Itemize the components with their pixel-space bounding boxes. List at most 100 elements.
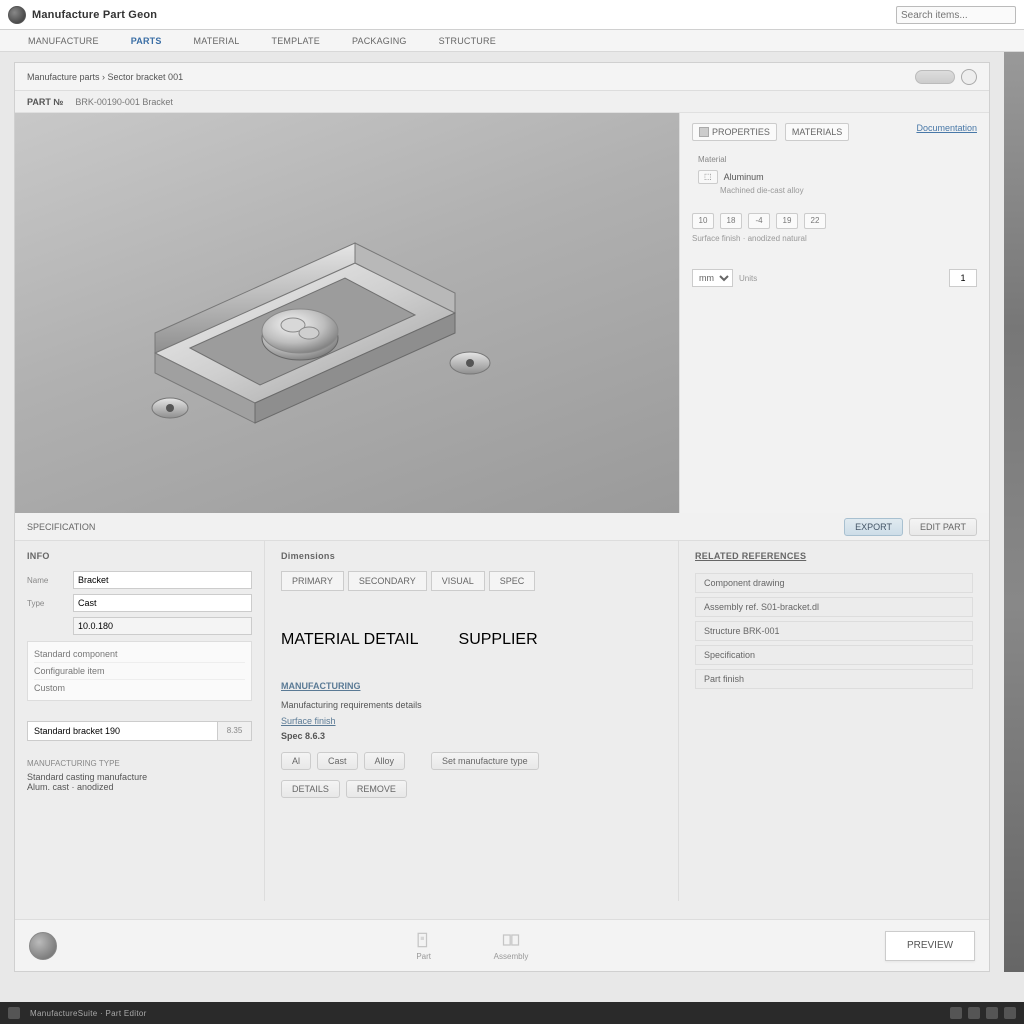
part-number-label: PART № bbox=[27, 97, 63, 107]
dimensions-title: Dimensions bbox=[281, 551, 662, 561]
tab-structure[interactable]: STRUCTURE bbox=[423, 30, 512, 52]
tray-icon-4[interactable] bbox=[1004, 1007, 1016, 1019]
settings-icon[interactable] bbox=[961, 69, 977, 85]
export-button[interactable]: EXPORT bbox=[844, 518, 903, 536]
chip-1[interactable]: 10 bbox=[692, 213, 714, 229]
mat-btn-2[interactable]: Cast bbox=[317, 752, 358, 770]
mat-btn-1[interactable]: Al bbox=[281, 752, 311, 770]
app-title: Manufacture Part Geon bbox=[32, 9, 157, 21]
details-block: MANUFACTURING Manufacturing requirements… bbox=[281, 679, 662, 798]
footer-logo-icon bbox=[29, 932, 57, 960]
field3-input[interactable] bbox=[73, 617, 252, 635]
ref-item-1[interactable]: Component drawing bbox=[695, 573, 973, 593]
tray-icon-3[interactable] bbox=[986, 1007, 998, 1019]
properties-panel: PROPERTIES MATERIALS Documentation Mater… bbox=[679, 113, 989, 513]
long-input-row: 8.35 bbox=[27, 721, 252, 741]
footer-icon-part-label: Part bbox=[416, 952, 431, 961]
info-column: INFO Name Type Standard component Config… bbox=[15, 541, 265, 901]
lower-section: INFO Name Type Standard component Config… bbox=[15, 541, 989, 901]
chip-3[interactable]: -4 bbox=[748, 213, 770, 229]
3d-viewer[interactable] bbox=[15, 113, 679, 513]
mat-btn-3[interactable]: Alloy bbox=[364, 752, 406, 770]
remove-button[interactable]: REMOVE bbox=[346, 780, 407, 798]
documentation-link[interactable]: Documentation bbox=[916, 123, 977, 141]
finish-note: Surface finish · anodized natural bbox=[692, 234, 977, 243]
references-list: Component drawing Assembly ref. S01-brac… bbox=[695, 573, 973, 689]
assembly-icon bbox=[501, 930, 521, 950]
dim-tab-secondary[interactable]: SECONDARY bbox=[348, 571, 427, 591]
dim-tab-primary[interactable]: PRIMARY bbox=[281, 571, 344, 591]
search-input[interactable] bbox=[896, 6, 1016, 24]
long-input-suffix: 8.35 bbox=[218, 721, 252, 741]
references-column: RELATED REFERENCES Component drawing Ass… bbox=[679, 541, 989, 901]
tab-template[interactable]: TEMPLATE bbox=[256, 30, 336, 52]
panel-tab-properties-label: PROPERTIES bbox=[712, 127, 770, 137]
material-chip[interactable]: ⬚ bbox=[698, 170, 718, 184]
preview-button[interactable]: PREVIEW bbox=[885, 931, 975, 961]
footer-icon-assembly[interactable]: Assembly bbox=[494, 930, 529, 961]
edit-part-button[interactable]: EDIT PART bbox=[909, 518, 977, 536]
ref-item-2[interactable]: Assembly ref. S01-bracket.dl bbox=[695, 597, 973, 617]
units-label: Units bbox=[739, 274, 757, 283]
ref-item-3[interactable]: Structure BRK-001 bbox=[695, 621, 973, 641]
long-input[interactable] bbox=[27, 721, 218, 741]
dim-tab-spec[interactable]: SPEC bbox=[489, 571, 536, 591]
nav-tabs: MANUFACTURE PARTS MATERIAL TEMPLATE PACK… bbox=[0, 30, 1024, 52]
col-label-2: MATERIAL DETAIL bbox=[281, 631, 419, 649]
tab-material[interactable]: MATERIAL bbox=[178, 30, 256, 52]
main-panel: Manufacture parts › Sector bracket 001 P… bbox=[14, 62, 990, 972]
dimensions-column: Dimensions PRIMARY SECONDARY VISUAL SPEC… bbox=[265, 541, 679, 901]
col-line2: Alum. cast · anodized bbox=[27, 782, 147, 792]
taskbar-start-icon[interactable] bbox=[8, 1007, 20, 1019]
material-label: Material bbox=[698, 155, 977, 164]
chip-4[interactable]: 19 bbox=[776, 213, 798, 229]
grid-icon bbox=[699, 127, 709, 137]
panel-tab-materials-label: MATERIALS bbox=[792, 127, 842, 137]
content-row: PROPERTIES MATERIALS Documentation Mater… bbox=[15, 113, 989, 513]
details-hd1: MANUFACTURING bbox=[281, 679, 662, 694]
units-row: mm Units bbox=[692, 269, 977, 287]
col-label-3: SUPPLIER bbox=[459, 631, 538, 649]
tab-manufacture[interactable]: MANUFACTURE bbox=[12, 30, 115, 52]
references-title: RELATED REFERENCES bbox=[695, 551, 973, 561]
type-input[interactable] bbox=[73, 594, 252, 612]
option-3[interactable]: Custom bbox=[34, 680, 245, 696]
part-render-icon bbox=[95, 203, 515, 463]
tray-icon-1[interactable] bbox=[950, 1007, 962, 1019]
toggle-pill[interactable] bbox=[915, 70, 955, 84]
right-dock-sliver bbox=[1004, 52, 1024, 972]
header-search bbox=[896, 5, 1016, 25]
details-line2: Spec 8.6.3 bbox=[281, 729, 662, 744]
dim-tab-visual[interactable]: VISUAL bbox=[431, 571, 485, 591]
breadcrumb: Manufacture parts › Sector bracket 001 bbox=[27, 72, 183, 82]
part-number-value: BRK-00190-001 Bracket bbox=[75, 97, 173, 107]
name-label: Name bbox=[27, 576, 67, 585]
option-list: Standard component Configurable item Cus… bbox=[27, 641, 252, 701]
units-select[interactable]: mm bbox=[692, 269, 733, 287]
name-input[interactable] bbox=[73, 571, 252, 589]
panel-tab-properties[interactable]: PROPERTIES bbox=[692, 123, 777, 141]
tab-packaging[interactable]: PACKAGING bbox=[336, 30, 423, 52]
option-2[interactable]: Configurable item bbox=[34, 663, 245, 680]
option-1[interactable]: Standard component bbox=[34, 646, 245, 663]
tab-parts[interactable]: PARTS bbox=[115, 30, 178, 52]
taskbar-text: ManufactureSuite · Part Editor bbox=[30, 1009, 147, 1018]
qty-input[interactable] bbox=[949, 269, 977, 287]
ref-item-5[interactable]: Part finish bbox=[695, 669, 973, 689]
tray-icon-2[interactable] bbox=[968, 1007, 980, 1019]
material-block: Material ⬚ Aluminum Machined die-cast al… bbox=[692, 155, 977, 195]
footer-icon-part[interactable]: Part bbox=[414, 930, 434, 961]
panel-tab-materials[interactable]: MATERIALS bbox=[785, 123, 849, 141]
material-sub: Machined die-cast alloy bbox=[720, 186, 977, 195]
set-type-button[interactable]: Set manufacture type bbox=[431, 752, 539, 770]
chip-2[interactable]: 18 bbox=[720, 213, 742, 229]
info-labels-row: MANUFACTURING TYPE Standard casting manu… bbox=[27, 759, 252, 792]
chip-5[interactable]: 22 bbox=[804, 213, 826, 229]
ref-item-4[interactable]: Specification bbox=[695, 645, 973, 665]
material-value: Aluminum bbox=[724, 172, 764, 182]
info-title: INFO bbox=[27, 551, 252, 561]
details-line1: Surface finish bbox=[281, 714, 662, 729]
details-hd2: Manufacturing requirements details bbox=[281, 698, 662, 713]
col-label-1: MANUFACTURING TYPE bbox=[27, 759, 147, 768]
details-button[interactable]: DETAILS bbox=[281, 780, 340, 798]
